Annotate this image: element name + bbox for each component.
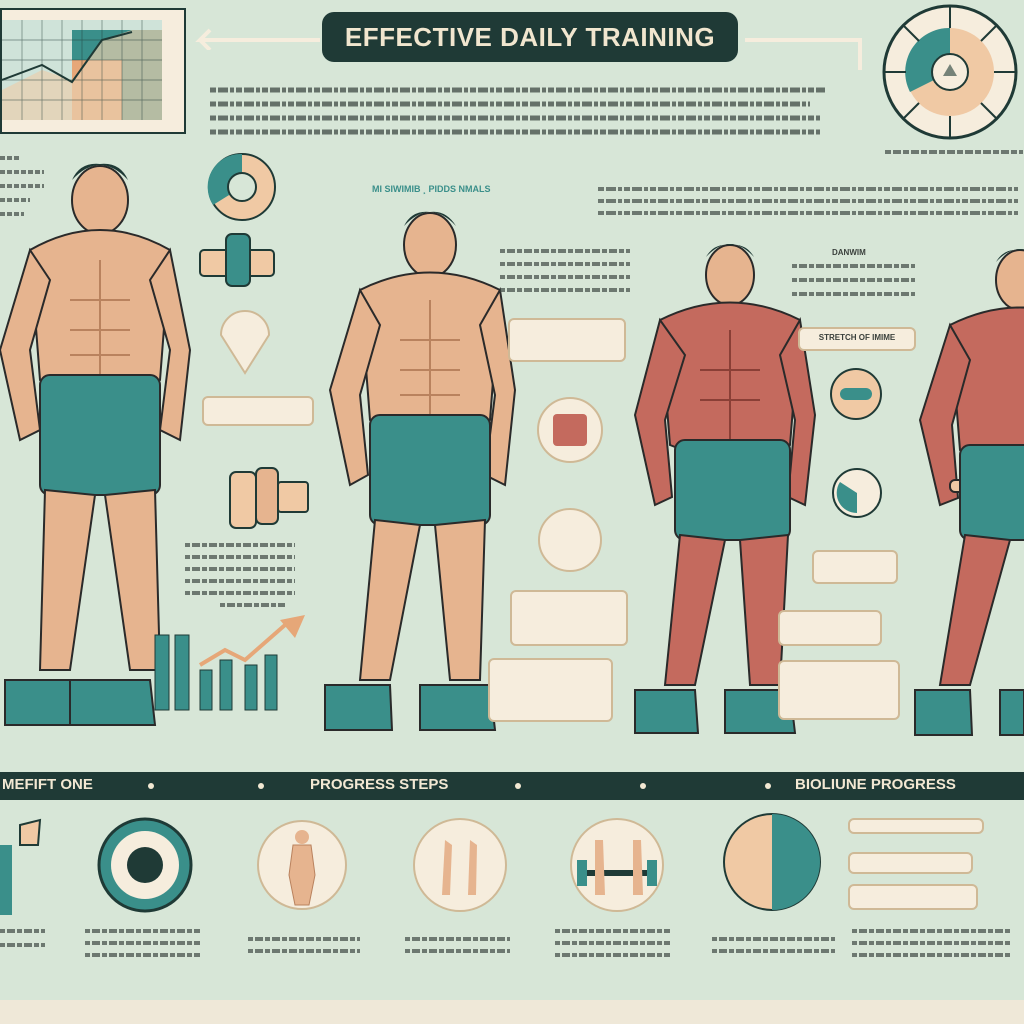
human-figure-2 [324,211,517,731]
badge-pin-icon [219,310,271,375]
circle-badge-icon [538,508,602,572]
band-center-label: PROGRESS STEPS [310,776,449,793]
flag-icon [0,818,42,915]
arrow-left-icon [195,28,320,50]
arrow-right-icon [745,38,862,70]
dumbbell-lift-icon [570,818,664,912]
progress-pie-icon [723,813,821,911]
band-left-label: MEFIFT ONE [2,776,93,793]
pie-chart-icon [832,468,882,518]
section-band [0,772,1024,800]
target-icon [830,368,882,420]
intro-paragraph [210,87,825,135]
info-card-7 [778,660,900,720]
left-side-labels [0,156,44,216]
paragraph-block-left [185,543,295,607]
info-card-2 [508,318,626,362]
band-dot [148,783,154,789]
stretch-label: STRETCH OF IMIME [798,327,916,351]
supplement-stack-icon [229,467,309,529]
section-heading: MI SIWIMIB ¸ PIDDS NMALS [372,184,491,194]
page-title: EFFECTIVE DAILY TRAINING [322,12,738,62]
legend-bar-3 [848,884,978,910]
bar-chart-icon [1,20,162,120]
info-card-1 [202,396,314,426]
segmented-wheel-icon [882,4,1018,140]
human-figure-4 [914,249,1024,736]
band-dot [258,783,264,789]
info-card-3 [510,590,628,646]
band-dot [515,783,521,789]
muscle-card-icon [537,397,603,463]
human-figure-3 [633,244,817,734]
legend-bar-1 [848,818,984,834]
info-card-6 [778,610,882,646]
legend-bar-2 [848,852,973,874]
center-paragraph-1 [500,249,630,292]
wheel-caption [885,150,1023,154]
bottom-strip [0,1000,1024,1024]
donut-icon [207,153,276,221]
info-card-4 [488,658,613,722]
human-figure-1 [0,163,192,726]
panel-label-a: DANWIM [832,248,866,257]
right-paragraph [598,187,1018,215]
band-dot [640,783,646,789]
pair-figure-icon [413,818,507,912]
band-right-label: BIOLIUNE PROGRESS [795,776,956,793]
target-ring-icon [97,817,193,913]
band-dot [765,783,771,789]
info-card-5 [812,550,898,584]
right-paragraph-small [792,264,915,296]
human-figure-icon [257,820,347,910]
bottom-captions [0,929,1010,957]
supplement-pills-icon [199,233,275,287]
top-left-chart [0,8,186,134]
bar-chart-growth [154,615,305,711]
